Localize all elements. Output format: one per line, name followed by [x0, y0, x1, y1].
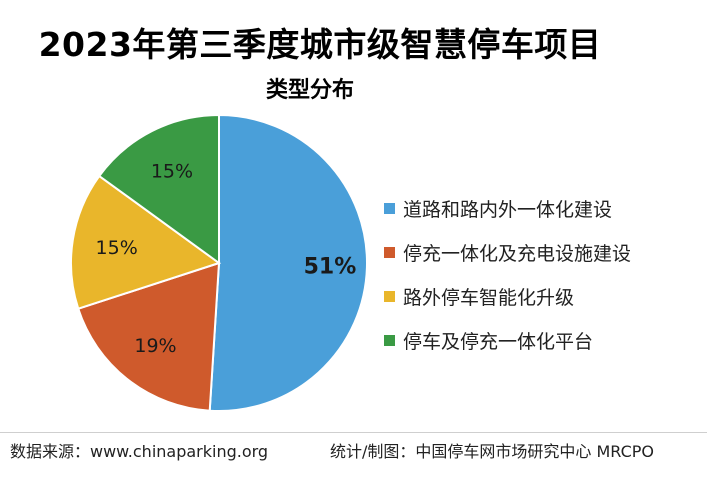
legend-swatch [384, 246, 395, 258]
chart-subtitle: 类型分布 [265, 78, 354, 103]
slice-label: 19% [134, 335, 176, 357]
chart-title: 2023年第三季度城市级智慧停车项目 [38, 25, 602, 64]
slice-label: 15% [96, 237, 138, 259]
pie-slice [76, 261, 221, 412]
legend-swatch [384, 202, 395, 214]
legend-label: 道路和路内外一体化建设 [403, 198, 613, 221]
legend-label: 停车及停充一体化平台 [403, 330, 594, 353]
footer-credit: 统计/制图：中国停车网市场研究中心 MRCPO [330, 442, 655, 461]
footer-source: 数据来源：www.chinaparking.org [10, 442, 269, 461]
slice-label: 15% [151, 161, 193, 183]
legend-swatch [384, 290, 395, 302]
footer-divider [0, 432, 707, 433]
pie-slice [70, 174, 222, 310]
legend-label: 停充一体化及充电设施建设 [403, 242, 632, 265]
pie-slice [208, 113, 368, 412]
legend-item: 道路和路内外一体化建设 [384, 186, 631, 230]
legend-item: 停车及停充一体化平台 [384, 318, 631, 362]
legend-label: 路外停车智能化升级 [403, 286, 575, 309]
pie-slice [97, 113, 220, 265]
chart-legend: 道路和路内外一体化建设 停充一体化及充电设施建设 路外停车智能化升级 停车及停充… [384, 186, 631, 362]
legend-swatch [384, 334, 395, 346]
slice-label: 51% [304, 254, 357, 279]
legend-item: 路外停车智能化升级 [384, 274, 631, 318]
legend-item: 停充一体化及充电设施建设 [384, 230, 631, 274]
